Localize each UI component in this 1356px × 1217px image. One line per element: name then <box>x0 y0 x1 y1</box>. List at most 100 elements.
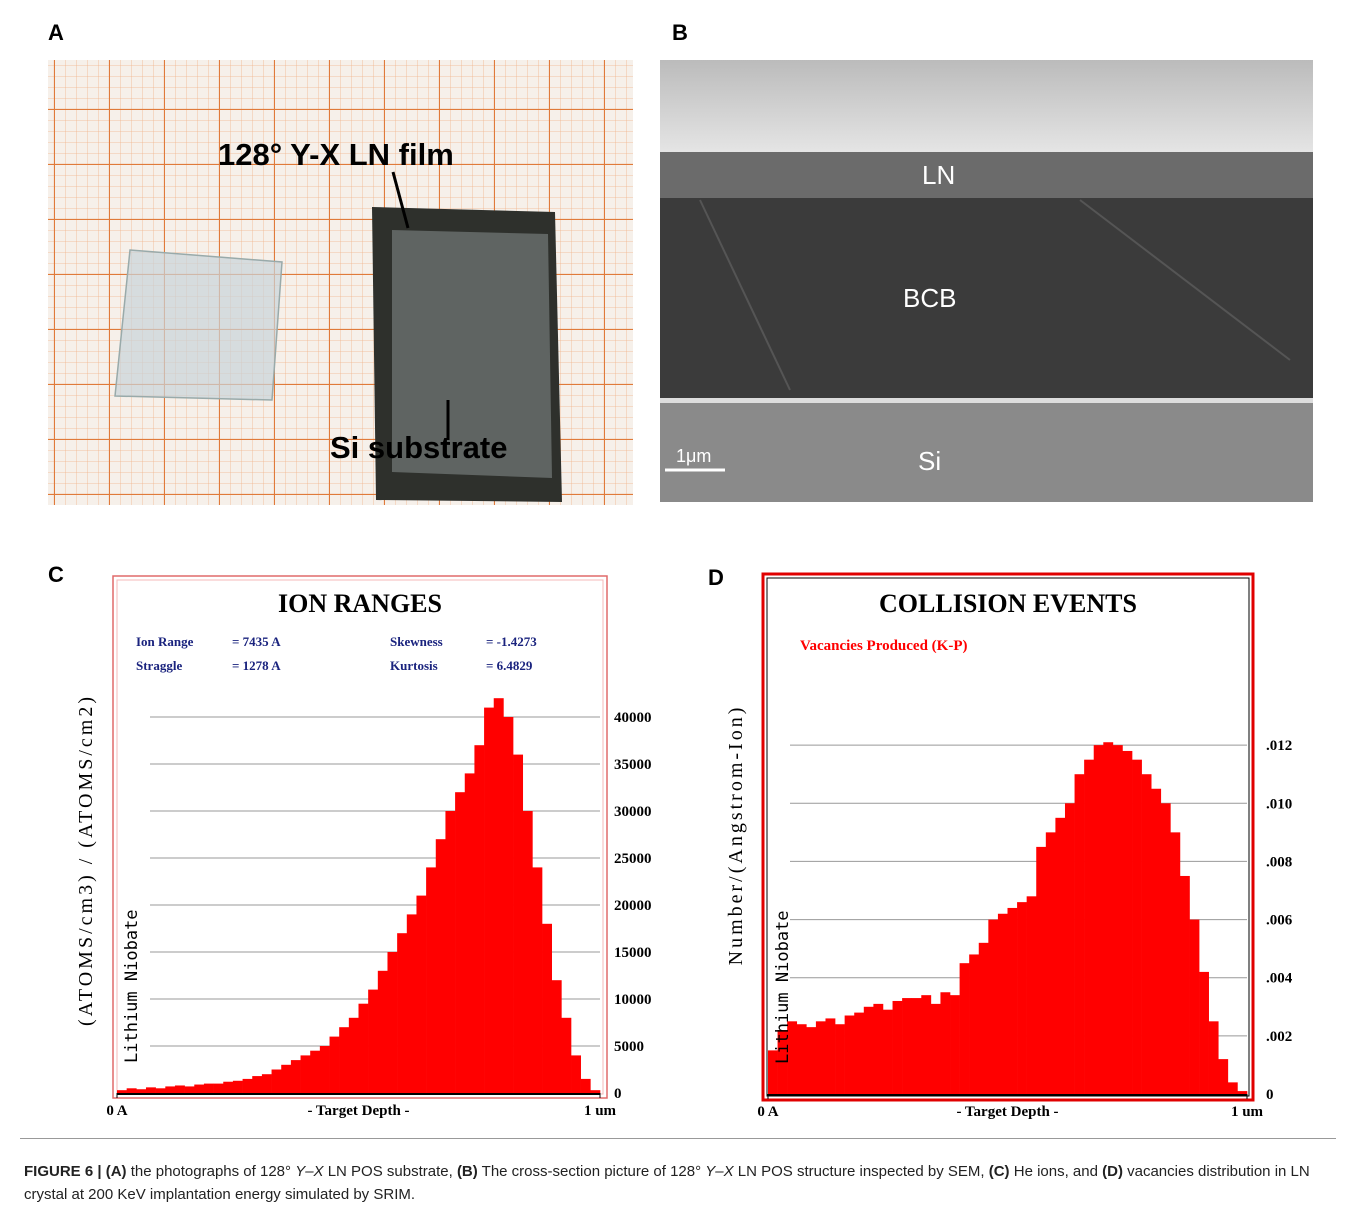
y-tick-label: 0 <box>614 1086 622 1102</box>
bar <box>126 1088 137 1093</box>
side-label: Lithium Niobate <box>122 909 142 1063</box>
annotation: Kurtosis <box>390 658 438 673</box>
photo-label: LN <box>922 160 955 190</box>
bar <box>513 754 524 1093</box>
caption-part: (C) <box>988 1163 1010 1180</box>
chart-title: ION RANGES <box>278 589 442 618</box>
bar <box>1218 1059 1229 1094</box>
caption-part: FIGURE 6 | (A) <box>24 1163 127 1180</box>
bar <box>777 1030 788 1094</box>
bar <box>435 839 446 1093</box>
bar <box>406 914 417 1093</box>
bar <box>551 980 562 1093</box>
bar <box>950 995 960 1094</box>
annotation: = -1.4273 <box>486 634 537 649</box>
bar <box>1237 1091 1248 1094</box>
y-tick-label: .002 <box>1266 1029 1292 1045</box>
x-tick-label: 1 um <box>584 1103 617 1119</box>
bar <box>329 1036 340 1093</box>
bar <box>1208 1021 1219 1094</box>
rule <box>20 1138 1336 1139</box>
bar <box>571 1055 581 1093</box>
bar <box>1132 759 1142 1094</box>
photo-a: 128° Y-X LN film Si substrate <box>48 60 633 505</box>
bar <box>997 913 1008 1094</box>
y-axis-label: (ATOMS/cm3) / (ATOMS/cm2) <box>75 694 97 1026</box>
bar <box>1036 846 1047 1094</box>
photo-label: Si substrate <box>330 430 507 465</box>
panel-label: A <box>48 20 64 45</box>
y-tick-label: 5000 <box>614 1039 644 1055</box>
bar <box>368 989 379 1093</box>
bar <box>203 1083 214 1093</box>
caption-part: The cross-section picture of 128° <box>477 1163 706 1180</box>
bar <box>930 1003 941 1094</box>
bar <box>445 811 456 1093</box>
bar <box>1122 750 1133 1094</box>
annotation: Skewness <box>390 634 443 649</box>
bar <box>493 698 504 1093</box>
bar <box>969 954 980 1094</box>
bar <box>1112 745 1123 1094</box>
annotation: Ion Range <box>136 634 194 649</box>
bar <box>522 811 533 1093</box>
bar <box>165 1086 176 1093</box>
y-tick-label: .004 <box>1266 971 1293 987</box>
photo-b: LN BCB Si 1μm <box>660 60 1313 502</box>
caption-part: vacancies distribution in LN crystal at … <box>24 1163 1310 1203</box>
bar <box>940 992 951 1094</box>
photo-label: BCB <box>903 283 956 313</box>
y-tick-label: .012 <box>1266 738 1292 754</box>
bar <box>474 745 485 1093</box>
bar <box>455 792 466 1093</box>
panel-label: B <box>672 20 688 45</box>
bar <box>387 952 398 1093</box>
bar <box>532 867 543 1093</box>
bar <box>194 1084 205 1093</box>
bar <box>252 1076 263 1093</box>
bar <box>213 1083 224 1093</box>
bar <box>768 1050 778 1094</box>
y-tick-label: 10000 <box>614 992 652 1008</box>
panel-label: D <box>708 565 724 590</box>
x-axis-label: - Target Depth - <box>307 1103 409 1119</box>
bar <box>310 1050 321 1093</box>
caption-part: LN POS substrate, <box>323 1163 457 1180</box>
bar <box>882 1009 893 1094</box>
bar <box>1026 896 1037 1094</box>
y-tick-label: 20000 <box>614 898 652 914</box>
bar <box>911 998 922 1094</box>
bar <box>844 1015 855 1094</box>
caption-part: the photographs of 128° <box>126 1163 296 1180</box>
x-tick-label: 0 A <box>106 1103 127 1119</box>
bar <box>580 1078 591 1093</box>
bar <box>1199 971 1209 1094</box>
bar <box>1160 803 1171 1094</box>
bar <box>281 1064 292 1093</box>
bar <box>348 1017 359 1093</box>
photo-label: 128° Y-X LN film <box>218 137 454 172</box>
bar <box>174 1085 185 1093</box>
bar <box>136 1089 147 1093</box>
caption-part: (D) <box>1102 1163 1123 1180</box>
y-tick-label: .008 <box>1266 854 1292 870</box>
bar <box>155 1088 166 1093</box>
bar <box>796 1024 807 1094</box>
y-tick-label: 0 <box>1266 1087 1274 1103</box>
bar <box>892 1000 903 1094</box>
caption: FIGURE 6 | (A) the photographs of 128° Y… <box>24 1160 1314 1206</box>
legend-label: Vacancies Produced (K-P) <box>800 638 967 654</box>
bar <box>863 1006 874 1094</box>
scale-label: 1μm <box>676 446 711 466</box>
bar <box>921 995 932 1094</box>
annotation: Straggle <box>136 658 182 673</box>
y-tick-label: 30000 <box>614 804 652 820</box>
y-tick-label: 40000 <box>614 710 652 726</box>
bar <box>223 1081 234 1093</box>
bar <box>542 923 552 1093</box>
bar <box>319 1046 330 1093</box>
bar <box>1141 774 1152 1094</box>
bar <box>959 963 970 1094</box>
caption-part: (B) <box>456 1163 478 1180</box>
bar <box>825 1018 836 1094</box>
